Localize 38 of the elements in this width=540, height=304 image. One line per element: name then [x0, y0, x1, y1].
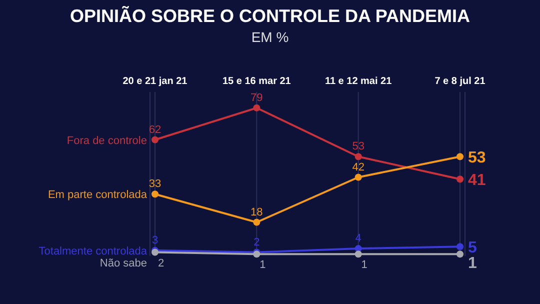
point [152, 190, 158, 198]
point [456, 243, 464, 250]
data-label: 2 [158, 257, 164, 270]
series-label: Não sabe [100, 257, 147, 270]
data-label: 53 [468, 150, 486, 167]
chart-subtitle: EM % [250, 29, 290, 45]
data-label: 33 [148, 178, 162, 190]
x-tick-label: 11 e 12 mai 21 [324, 76, 392, 87]
data-label: 41 [468, 172, 486, 190]
data-label: 4 [355, 232, 362, 244]
series-label: Em parte controlada [48, 189, 148, 202]
point [152, 136, 158, 144]
point [456, 176, 464, 183]
data-label: 53 [352, 140, 364, 153]
data-label: 2 [254, 236, 260, 248]
point [456, 153, 464, 160]
x-tick-label: 15 e 16 mar 21 [222, 76, 292, 87]
data-label: 18 [250, 206, 263, 218]
point [354, 153, 362, 160]
data-label: 1 [468, 255, 477, 272]
point [354, 250, 362, 258]
point [456, 250, 464, 258]
x-tick-label: 20 e 21 jan 21 [122, 76, 188, 87]
point [253, 104, 260, 112]
series-label: Totalmente controlada [38, 245, 148, 258]
data-label: 42 [352, 161, 364, 174]
data-label: 3 [152, 234, 158, 246]
point [253, 218, 260, 226]
point [354, 174, 362, 181]
point [354, 245, 362, 252]
data-label: 79 [250, 92, 263, 104]
data-label: 62 [148, 124, 162, 136]
data-label: 1 [361, 259, 368, 272]
x-tick-label: 7 e 8 jul 21 [434, 76, 486, 87]
chart-title: OPINIÃO SOBRE O CONTROLE DA PANDEMIA [68, 6, 472, 27]
data-label: 1 [260, 259, 266, 272]
data-label: 5 [468, 240, 477, 257]
series-label: Fora de controle [66, 134, 147, 147]
